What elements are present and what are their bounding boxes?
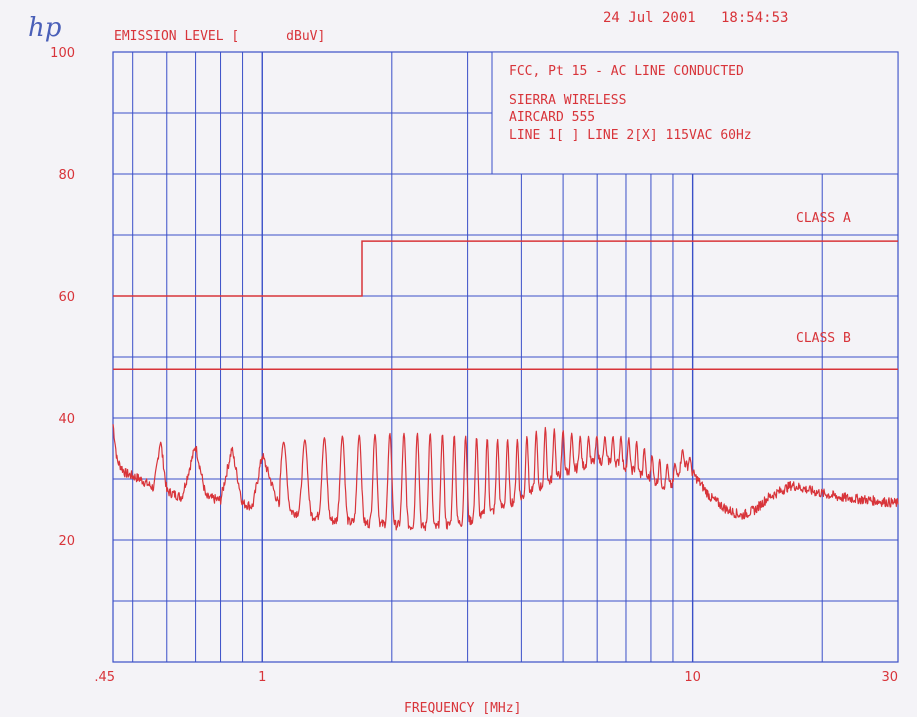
class-a-label: CLASS A [796, 211, 851, 226]
y-tick-label: 40 [58, 412, 75, 427]
y-tick-label: 60 [58, 290, 75, 305]
emission-trace [112, 424, 899, 532]
timestamp: 24 Jul 2001 18:54:53 [603, 10, 788, 26]
class-b-label: CLASS B [796, 331, 851, 346]
x-tick-label: 1 [258, 670, 266, 685]
x-tick-label: 10 [684, 670, 701, 685]
y-tick-label: 100 [50, 46, 75, 61]
x-tick-label: .45 [94, 670, 115, 685]
annotation-box [491, 51, 899, 175]
x-tick-label: 30 [881, 670, 898, 685]
y-tick-label: 80 [58, 168, 75, 183]
y-axis-label: EMISSION LEVEL [ dBuV] [114, 29, 325, 44]
limit-lines [113, 240, 898, 370]
x-tick-labels: .45 1 10 30 [94, 670, 898, 685]
limit-line-class-a [113, 240, 898, 297]
emission-series-line [112, 424, 899, 532]
annotation-device: AIRCARD 555 [509, 110, 595, 125]
hp-logo: hp [28, 13, 62, 43]
annotation-line-config: LINE 1[ ] LINE 2[X] 115VAC 60Hz [509, 128, 752, 143]
y-tick-label: 20 [58, 534, 75, 549]
y-tick-labels: 20 40 60 80 100 [50, 46, 75, 549]
annotation-company: SIERRA WIRELESS [509, 93, 626, 108]
annotation-title: FCC, Pt 15 - AC LINE CONDUCTED [509, 64, 744, 79]
x-axis-label: FREQUENCY [MHz] [404, 701, 521, 716]
